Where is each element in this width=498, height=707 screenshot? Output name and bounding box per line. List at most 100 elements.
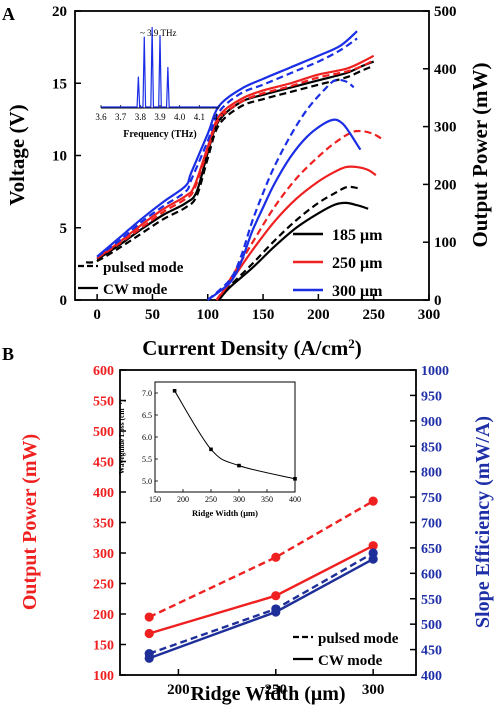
inset-b-y-tick-label: 6.5 — [142, 411, 152, 420]
panel-b-point-left-cw — [144, 628, 154, 639]
inset-b-points — [172, 389, 297, 481]
panel-b-left-tick-label: 600 — [93, 364, 114, 379]
panel-a-series-300um-pulsed-right — [207, 78, 355, 301]
inset-a-tick-label: 3.7 — [115, 112, 127, 122]
inset-b-x-tick-label: 250 — [205, 495, 217, 504]
panel-b-right-tick-label: 650 — [421, 542, 442, 557]
panel-b-right-tick-label: 800 — [421, 466, 442, 481]
panel-b-x-tick-label: 200 — [167, 682, 190, 698]
panel-b-curves — [144, 496, 378, 663]
panel-b-legend: pulsed mode CW mode — [293, 631, 399, 669]
panel-a-x-tick-label: 250 — [362, 307, 385, 323]
panel-b-left-tick-label: 100 — [93, 669, 114, 684]
panel-b-left-tick-label: 300 — [93, 547, 114, 562]
panel-b-right-tick-label: 550 — [421, 593, 442, 608]
panel-a-x-tick-label: 0 — [93, 307, 101, 323]
panel-b-right-tick-label: 750 — [421, 491, 442, 506]
panel-b-left-tick-label: 550 — [93, 395, 114, 410]
inset-b-y-label: Waveguide Loss (cm⁻¹) — [117, 399, 126, 474]
inset-a-tick-label: 3.9 — [154, 112, 166, 122]
panel-a-left-axis-title: Voltage (V) — [5, 104, 29, 205]
panel-b-right-tick-label: 500 — [421, 618, 442, 633]
panel-a-x-axis-title-sup: 2 — [348, 336, 355, 351]
panel-b-right-tick-label: 1000 — [421, 364, 449, 379]
panel-b-left-tick-label: 500 — [93, 425, 114, 440]
inset-b-ticks: 150 200 250 300 350 400 5.0 5.5 6.0 6.5 7.0 — [142, 389, 301, 504]
panel-b-right-tick-label: 950 — [421, 389, 442, 404]
panel-a-x-tick-label: 200 — [307, 307, 330, 323]
inset-b-curve — [174, 390, 296, 480]
inset-b-frame — [154, 381, 296, 493]
panel-a-left-tick-label: 10 — [52, 149, 67, 165]
panel-a-series-250um-cw-right — [215, 165, 377, 301]
legend-pulsed-label-b: pulsed mode — [318, 631, 399, 647]
panel-b-right-tick-label: 850 — [421, 440, 442, 455]
panel-b-point-left-pulsed — [271, 552, 281, 562]
panel-b-right-axis-title: Slope Efficiency (mW/A) — [472, 416, 494, 628]
inset-b-point — [209, 447, 213, 452]
inset-b-point — [293, 477, 297, 481]
panel-a-series-250um-pulsed-left — [96, 59, 375, 260]
inset-b-x-tick-label: 200 — [177, 495, 189, 504]
panel-a-x-tick-label: 100 — [197, 307, 220, 323]
panel-a-series-300um-pulsed-left — [96, 37, 358, 258]
panel-b-right-tick-label: 900 — [421, 415, 442, 430]
panel-a-x-axis-title-text: Current Density (A/cm — [142, 336, 349, 360]
panel-b-x-tick-label: 300 — [362, 682, 385, 698]
panel-b-left-tick-label: 150 — [93, 639, 114, 654]
inset-a-tick-label: 4.0 — [174, 112, 186, 122]
panel-a-left-tick-label: 5 — [60, 221, 68, 237]
panel-a-x-tick-label: 300 — [418, 307, 441, 323]
panel-a-right-tick-label: 500 — [434, 4, 457, 20]
legend-cw-label-b: CW mode — [318, 653, 383, 669]
panel-a-x-tick-label: 50 — [145, 307, 160, 323]
panel-b-x-axis-title: Ridge Width (μm) — [190, 683, 345, 705]
panel-b-label: B — [2, 344, 14, 364]
panel-a-legend-width: 185 μm 250 μm 300 μm — [293, 227, 383, 300]
inset-b-y-tick-label: 7.0 — [142, 389, 152, 398]
inset-b-y-tick-label: 5.0 — [142, 477, 152, 486]
panel-b-point-left-pulsed — [144, 612, 154, 622]
panel-b-right-tick-label: 600 — [421, 567, 442, 582]
inset-b-x-tick-label: 300 — [233, 495, 245, 504]
inset-a-annotation: ~ 3.9 THz — [140, 28, 176, 38]
panel-a-right-tick-label: 400 — [434, 62, 457, 78]
panel-b-left-axis-title: Output Power (mW) — [19, 434, 41, 610]
legend-185-label: 185 μm — [332, 227, 383, 244]
panel-b-point-left-pulsed — [368, 496, 378, 506]
inset-b-x-label: Ridge Width (μm) — [192, 508, 258, 518]
panel-a-right-tick-label: 300 — [434, 120, 457, 136]
inset-a-spectrum — [101, 26, 219, 108]
inset-b-y-tick-label: 6.0 — [142, 433, 152, 442]
panel-a-series-300um-cw-left — [96, 30, 358, 258]
panel-b-left-tick-label: 200 — [93, 608, 114, 623]
panel-a-x-tick-label: 150 — [252, 307, 275, 323]
panel-b-line-left-pulsed — [148, 500, 374, 619]
panel-a-right-axis-title: Output Power (mW) — [468, 62, 492, 247]
panel-a-legend-mode: pulsed mode CW mode — [78, 260, 184, 298]
inset-b-y-tick-label: 5.5 — [142, 455, 152, 464]
panel-a-left-tick-label: 0 — [60, 293, 68, 309]
panel-a-right-tick-label: 100 — [434, 235, 457, 251]
panel-b-right-tick-label: 400 — [421, 669, 442, 684]
inset-a-tick-label: 4.1 — [194, 112, 205, 122]
inset-b-point — [237, 463, 241, 468]
panel-b-point-right-cw — [271, 607, 281, 617]
inset-a-x-label: Frequency (THz) — [123, 129, 196, 140]
panel-a-x-axis-title-close: ) — [355, 336, 362, 360]
panel-b-left-tick-label: 250 — [93, 578, 114, 593]
inset-a-tick-label: 3.8 — [135, 112, 147, 122]
inset-b-x-tick-label: 150 — [149, 495, 161, 504]
inset-a-tick-label: 3.6 — [95, 112, 107, 122]
panel-b-inset: 150 200 250 300 350 400 5.0 5.5 6.0 6.5 7.0 Wavegu… — [117, 381, 301, 518]
panel-a-x-axis-title: Current Density (A/cm2) — [142, 336, 362, 361]
legend-cw-label-a: CW mode — [103, 282, 168, 298]
panel-a-series-250um-cw-left — [96, 54, 375, 259]
panel-a-inset: 3.6 3.7 3.8 3.9 4.0 4.1 4.2 ~ 3.9 THz Frequenc… — [95, 26, 225, 140]
panel-b-right-tick-label: 700 — [421, 517, 442, 532]
panel-a-left-tick-label: 15 — [52, 76, 67, 92]
panel-a-series-250um-pulsed-right — [215, 129, 384, 301]
inset-b-x-tick-label: 400 — [289, 495, 301, 504]
panel-b-x-tick-label: 250 — [265, 682, 288, 698]
